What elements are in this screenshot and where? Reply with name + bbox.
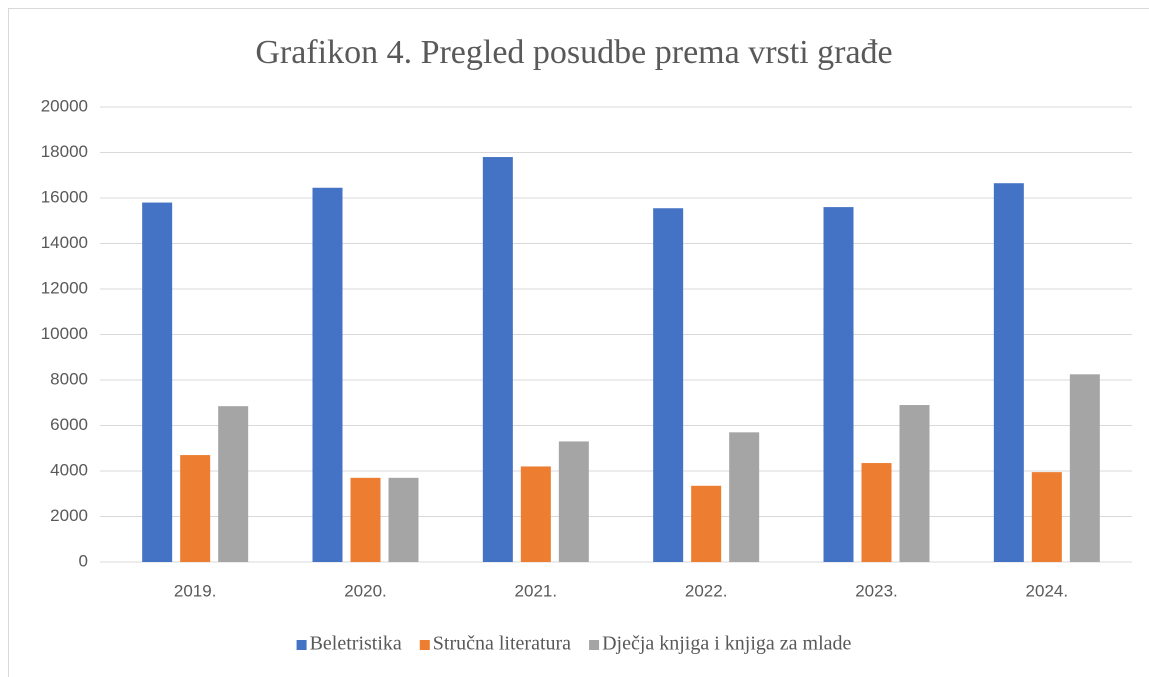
bar [729,432,760,562]
chart-frame [8,8,1149,677]
y-tick-label: 20000 [41,96,88,115]
bar [180,455,211,562]
legend-label: Stručna literatura [433,633,571,655]
chart-title: Grafikon 4. Pregled posudbe prema vrsti … [255,34,892,71]
bar [350,477,381,562]
bar [899,405,930,562]
legend-label: Dječja knjiga i knjiga za mlade [602,633,851,655]
bar [823,207,854,562]
y-tick-label: 18000 [41,142,88,161]
y-tick-label: 2000 [50,506,88,525]
bar [1069,374,1100,562]
legend-label: Beletristika [310,633,402,655]
y-tick-label: 0 [79,551,88,570]
y-tick-label: 14000 [41,233,88,252]
y-tick-label: 8000 [50,369,88,388]
bar [993,183,1024,562]
bar [482,157,513,563]
x-tick-label: 2023. [855,581,898,600]
legend-swatch [419,640,430,650]
legend-swatch [589,640,600,650]
bar [312,187,343,562]
bar [653,208,684,563]
y-tick-label: 16000 [41,187,88,206]
bar [691,485,722,562]
y-tick-label: 6000 [50,415,88,434]
bar [218,406,249,562]
x-tick-label: 2021. [515,581,558,600]
y-tick-label: 10000 [41,324,88,343]
legend-swatch [296,640,307,650]
x-tick-label: 2024. [1026,581,1069,600]
bar [520,466,551,562]
bar [861,463,892,562]
bar [1031,472,1062,562]
x-tick-label: 2022. [685,581,728,600]
x-tick-label: 2020. [344,581,387,600]
y-tick-label: 12000 [41,278,88,297]
bar [142,202,173,563]
y-tick-label: 4000 [50,460,88,479]
bar [558,441,589,562]
x-tick-label: 2019. [174,581,217,600]
bar [388,477,419,562]
